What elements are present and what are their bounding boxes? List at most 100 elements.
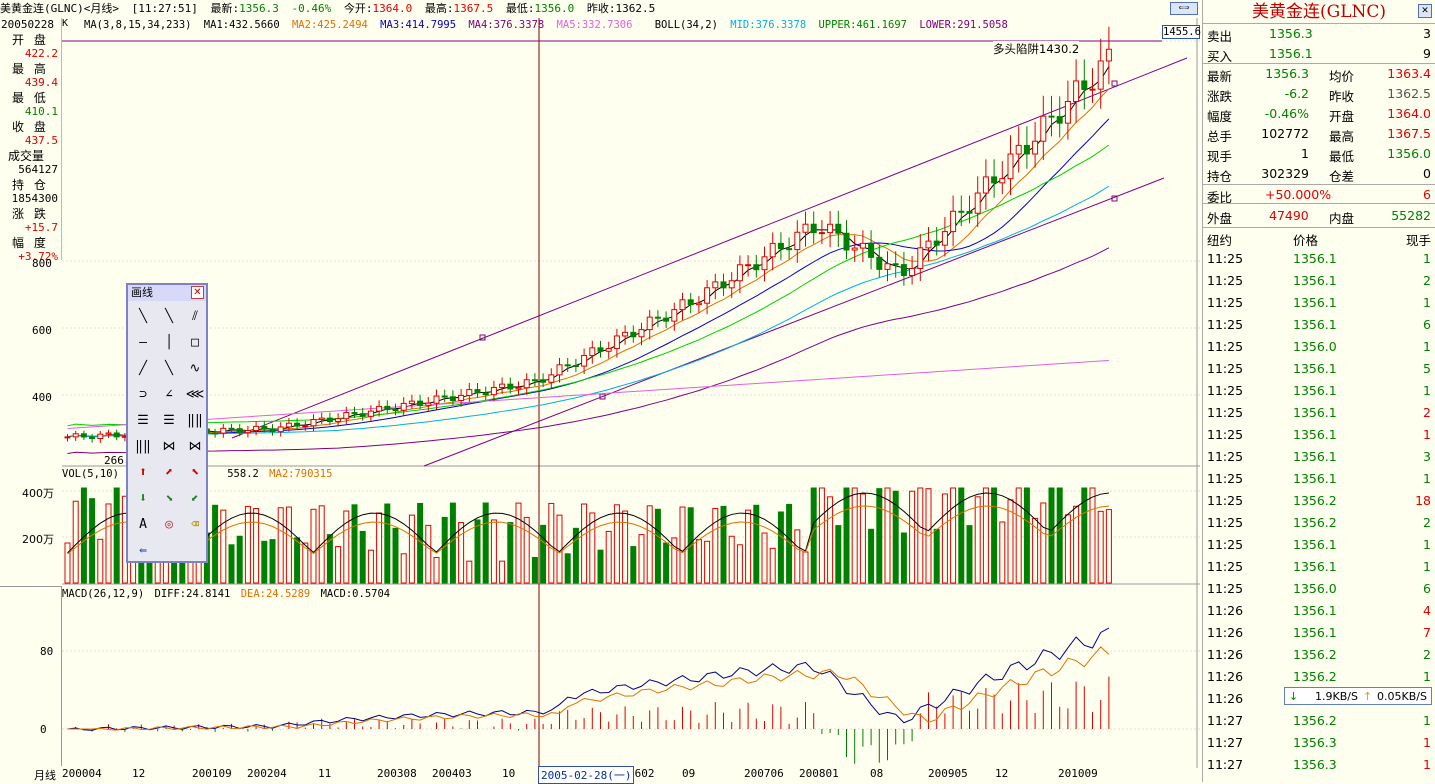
- stat-value: -0.46%: [1264, 106, 1309, 121]
- gann-fan-icon[interactable]: ⋘: [185, 386, 205, 402]
- symbol-title: 美黄金连(GLNC)<月线>: [0, 2, 119, 15]
- tick-vol: 1: [1423, 559, 1431, 574]
- ma4-value: MA4:376.3378: [468, 19, 545, 31]
- candle-body: [646, 316, 653, 331]
- tick-price: 1356.2: [1293, 713, 1337, 728]
- candle-body: [982, 176, 989, 194]
- volume-bar: [433, 556, 440, 584]
- trend-line-icon[interactable]: ╱: [139, 360, 147, 376]
- candle-body: [736, 264, 743, 282]
- stat-label: 涨跌: [1207, 89, 1233, 104]
- window-nav-buttons[interactable]: ⇐⇒: [1170, 2, 1198, 15]
- volume-bar: [900, 532, 907, 584]
- tick-list[interactable]: 11:25 1356.1 1 11:25 1356.1 2 11:25 1356.1 1 11:2…: [1203, 248, 1435, 776]
- ray-icon[interactable]: ╲: [165, 308, 173, 324]
- pct-value: +3.72%: [18, 250, 58, 263]
- macd-params: MACD(26,12,9): [62, 588, 145, 600]
- close-icon[interactable]: ✕: [1418, 4, 1432, 18]
- eraser-icon[interactable]: ⌫: [191, 516, 199, 532]
- vertical-line-icon[interactable]: │: [165, 334, 173, 350]
- vol-axis-label: 200万: [22, 533, 54, 546]
- macd-diff: DIFF:24.8141: [154, 588, 231, 600]
- stat-label: 持仓: [1207, 169, 1233, 184]
- back-icon[interactable]: ⇚: [139, 542, 147, 558]
- time-lines-icon[interactable]: ⋈: [188, 438, 202, 454]
- candle-body: [97, 433, 104, 439]
- pct-label: 幅 度: [12, 236, 49, 250]
- text-icon[interactable]: A: [139, 516, 147, 532]
- tick-price: 1356.2: [1293, 515, 1337, 530]
- candle-body: [236, 428, 243, 434]
- tick-vol: 1: [1423, 757, 1431, 772]
- candle-body: [679, 299, 686, 311]
- stat-label: 均价: [1329, 69, 1355, 84]
- angle-fan-icon[interactable]: ∠: [165, 386, 173, 402]
- tick-vol: 2: [1423, 405, 1431, 420]
- down-right-arrow-icon[interactable]: ⬊: [165, 490, 173, 506]
- volume-bar: [228, 544, 235, 584]
- up-left-arrow-icon[interactable]: ⬉: [191, 464, 199, 480]
- fib-lines-2-icon[interactable]: ☰: [163, 412, 175, 428]
- stat-label: 仓差: [1329, 169, 1355, 184]
- ma-line: [67, 359, 1109, 429]
- candle-body: [786, 248, 793, 251]
- extended-line-icon[interactable]: ╲: [165, 360, 173, 376]
- volume-bar: [695, 539, 702, 584]
- inner-value: 55282: [1391, 208, 1431, 223]
- quote-stat-row: 总手 102772 最高 1367.5: [1203, 124, 1435, 144]
- candle-body: [769, 242, 776, 258]
- up-right-arrow-icon[interactable]: ⬈: [165, 464, 173, 480]
- rectangle-icon[interactable]: □: [191, 334, 199, 350]
- volume-bar: [72, 500, 79, 584]
- volume-bar: [523, 516, 530, 584]
- change-pct: -0.46%: [291, 2, 332, 15]
- stat-label: 最新: [1207, 69, 1233, 84]
- tick-vol: 1: [1423, 339, 1431, 354]
- volume-bar: [564, 553, 571, 584]
- down-left-arrow-icon[interactable]: ⬋: [191, 490, 199, 506]
- up-arrow-icon[interactable]: ⬆: [139, 464, 147, 480]
- candle-body: [64, 436, 71, 439]
- upload-arrow-icon: ↑: [1363, 690, 1373, 703]
- candle-body: [613, 335, 620, 350]
- speed-lines-icon[interactable]: ⋈: [162, 438, 176, 454]
- stat-label: 幅度: [1207, 109, 1233, 124]
- cycle-lines-icon[interactable]: ‖‖: [187, 412, 203, 428]
- tick-vol: 2: [1423, 647, 1431, 662]
- arc-icon[interactable]: ⊃: [139, 386, 147, 402]
- candle-body: [884, 263, 891, 270]
- wave-icon[interactable]: ∿: [189, 360, 201, 376]
- parallel-line-icon[interactable]: ⫽: [192, 308, 198, 324]
- volume-bar: [868, 528, 875, 584]
- tick-time: 11:26: [1207, 625, 1244, 640]
- down-arrow-icon[interactable]: ⬇: [139, 490, 147, 506]
- volume-bar: [892, 490, 899, 584]
- tick-vol: 1: [1423, 669, 1431, 684]
- x-axis-label: 200801: [799, 767, 839, 780]
- volume-bar: [991, 487, 998, 584]
- volume-bar: [277, 507, 284, 584]
- latest-label: 最新:: [210, 2, 240, 15]
- stat-value: 102772: [1261, 126, 1309, 141]
- volume-bars: [64, 487, 1112, 584]
- price-chart[interactable]: [62, 18, 1200, 768]
- tick-row: 11:25 1356.2 2: [1203, 512, 1435, 534]
- period-lines-icon[interactable]: ‖‖: [135, 438, 151, 454]
- target-icon[interactable]: ◎: [165, 516, 173, 532]
- line-segment-icon[interactable]: ╲: [139, 308, 147, 324]
- horizontal-line-icon[interactable]: —: [139, 334, 147, 350]
- candle-body: [1048, 115, 1055, 118]
- drawing-toolbar[interactable]: 画线 ✕ ╲ ╲ ⫽ — │ □ ╱ ╲ ∿ ⊃ ∠ ⋘ ☰ ☰ ‖‖ ‖‖ ⋈ ⋈ ⬆ ⬈ ⬉ ⬇ ⬊ ⬋ A ◎ ⌫ ⇚: [126, 283, 208, 563]
- y-axis-label: 400: [32, 391, 52, 404]
- volume-bar: [540, 524, 547, 584]
- close-icon[interactable]: ✕: [191, 286, 204, 299]
- candle-body: [925, 240, 932, 249]
- ma-line: [67, 66, 1110, 438]
- volume-bar: [302, 542, 309, 584]
- drawing-toolbar-title[interactable]: 画线 ✕: [128, 285, 206, 301]
- fib-lines-icon[interactable]: ☰: [137, 412, 149, 428]
- network-speed: ↓ 1.9KB/S ↑ 0.05KB/S: [1284, 687, 1432, 705]
- candle-body: [999, 178, 1006, 184]
- volume-bar: [884, 487, 891, 584]
- volume-bar: [958, 487, 965, 584]
